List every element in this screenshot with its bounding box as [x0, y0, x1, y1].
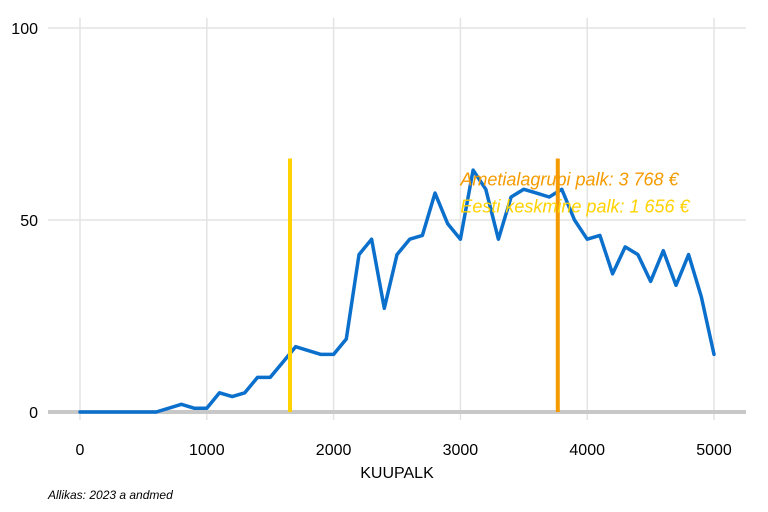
annotation-label-1: Eesti keskmine palk: 1 656 € — [460, 196, 690, 216]
y-tick-label: 100 — [11, 21, 38, 38]
x-tick-label: 5000 — [696, 442, 732, 459]
y-tick-label: 50 — [20, 213, 38, 230]
annotation-layer: Ametialagrupi palk: 3 768 € Eesti keskmin… — [459, 169, 690, 216]
grid-layer — [48, 18, 746, 420]
tick-label-layer: 0 1000 2000 3000 4000 5000 0 50 100 — [11, 21, 732, 459]
x-axis-title: KUUPALK — [360, 465, 434, 482]
x-tick-label: 1000 — [189, 442, 225, 459]
x-tick-label: 0 — [76, 442, 85, 459]
x-tick-label: 4000 — [569, 442, 605, 459]
y-tick-label: 0 — [29, 405, 38, 422]
vline-layer — [287, 158, 560, 412]
x-tick-label: 2000 — [316, 442, 352, 459]
source-note: Allikas: 2023 a andmed — [48, 488, 173, 502]
series-line-0 — [78, 168, 716, 414]
x-tick-label: 3000 — [443, 442, 479, 459]
annotation-label-0: Ametialagrupi palk: 3 768 € — [459, 169, 679, 189]
series-layer — [78, 168, 716, 414]
